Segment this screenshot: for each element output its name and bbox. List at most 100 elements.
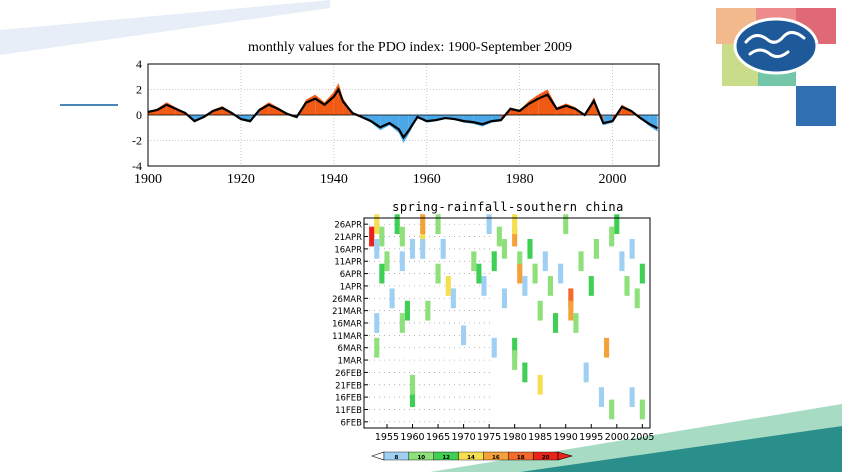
pdo-x-tick-label: 1940 [320,172,348,187]
heatmap-cell [563,214,569,235]
heatmap-y-tick-label: 1MAR [338,357,363,367]
pdo-x-tick-label: 2000 [599,172,627,187]
heatmap-cell [399,313,405,333]
heatmap-y-tick-label: 11FEB [335,406,362,416]
heatmap-cell [614,214,620,235]
heatmap-cell [578,251,584,272]
wave-cloud-emblem-icon [744,31,806,59]
heatmap-cell [537,374,543,395]
heatmap-x-tick-label: 2005 [630,432,654,443]
heatmap-y-tick-label: 11MAR [332,332,362,342]
pdo-y-tick-label: 2 [136,83,142,97]
heatmap-y-tick-label: 26APR [334,221,362,231]
heatmap-y-tick-label: 21MAR [332,307,362,317]
heatmap-cell [471,251,477,272]
heatmap-cell [374,313,380,333]
colorbar-level-label: 14 [467,455,475,461]
pdo-y-tick-label: -4 [132,159,142,173]
heatmap-cell [527,239,533,259]
colorbar-low-arrow [371,451,385,461]
heatmap-cell [547,276,553,296]
pdo-smoothed-line [147,87,659,140]
heatmap-cell [558,263,564,284]
top-left-band [0,0,330,55]
heatmap-cell [404,300,410,321]
heatmap-cell [517,263,523,284]
heatmap-cell [374,239,380,259]
heatmap-cell [496,226,502,247]
heatmap-y-tick-label: 26FEB [335,369,362,379]
heatmap-y-tick-label: 11APR [334,258,362,268]
heatmap-cell [624,276,630,296]
heatmap-y-tick-label: 26MAR [332,295,362,305]
heatmap-cell [609,226,615,247]
heatmap-cell [476,263,482,284]
heatmap-cell [491,337,497,358]
pdo-negative-area [403,115,409,144]
pdo-chart-title: monthly values for the PDO index: 1900-S… [248,40,572,55]
heatmap-x-tick-label: 1955 [375,432,399,443]
heatmap-title: spring-rainfall-southern china [392,200,624,214]
pdo-positive-area [528,94,539,115]
heatmap-cell [634,288,640,309]
pdo-positive-area [296,99,306,118]
heatmap-cell [517,251,523,272]
colorbar-level-label: 16 [492,455,500,461]
pdo-positive-area [333,83,339,115]
heatmap-cell [501,288,507,309]
heatmap-cell [522,362,528,383]
heatmap-y-tick-label: 6APR [340,270,362,280]
wave-cloud-emblem-icon [733,17,819,75]
heatmap-cell [593,239,599,259]
heatmap-cell [420,226,426,247]
heatmap-x-tick-label: 1960 [400,432,424,443]
colorbar-level-label: 8 [395,455,399,461]
heatmap-cell [409,374,416,395]
heatmap-x-tick-label: 1990 [554,432,578,443]
heatmap-cell [501,239,507,259]
bottom-right-band-dark [520,426,842,472]
logo [716,8,836,126]
heatmap-cell [369,226,375,247]
heatmap-cell [435,263,441,284]
heatmap-cell [629,239,635,259]
heatmap-cell [420,214,426,235]
heatmap-cell [568,288,574,309]
heatmap-cell [639,263,645,284]
colorbar-level-label: 12 [442,455,450,461]
logo-tile [796,86,836,126]
heatmap-x-tick-label: 1975 [477,432,501,443]
pdo-plot-frame [147,63,660,167]
heatmap-x-tick-label: 2000 [605,432,629,443]
colorbar-high-arrow [557,451,574,461]
colorbar-level-label: 18 [517,455,525,461]
heatmap-cell [374,337,380,358]
pdo-x-tick-label: 1900 [134,172,162,187]
heatmap-cell [491,251,497,272]
heatmap-y-tick-label: 6FEB [341,418,363,428]
heatmap-cell [522,276,528,296]
heatmap-cell [425,300,431,321]
pdo-positive-area [538,89,548,115]
heatmap-cell [420,239,426,259]
heatmap-cell [379,226,385,247]
heatmap-cell [542,251,548,272]
heatmap-x-tick-label: 1965 [426,432,450,443]
heatmap-cell [435,214,441,235]
pdo-x-tick-label: 1920 [227,172,255,187]
heatmap-y-tick-label: 6MAR [338,344,363,354]
heatmap-colorbar: 8 10 12 14 16 18 20 [371,451,574,461]
pdo-y-tick-label: 0 [136,108,142,122]
heatmap-y-tick-label: 16FEB [335,394,362,404]
heatmap-cell [379,263,385,284]
pdo-x-tick-label: 1960 [413,172,441,187]
heatmap-cell [440,239,446,259]
heatmap-cell [532,263,538,284]
heatmap-x-tick-label: 1970 [451,432,475,443]
heatmap-cell [461,325,467,346]
heatmap-y-tick-label: 21FEB [335,381,362,391]
heatmap-cell [604,337,610,358]
pdo-negative-area [649,115,658,132]
heatmap-x-tick-label: 1985 [528,432,552,443]
heatmap-cell [552,313,559,333]
